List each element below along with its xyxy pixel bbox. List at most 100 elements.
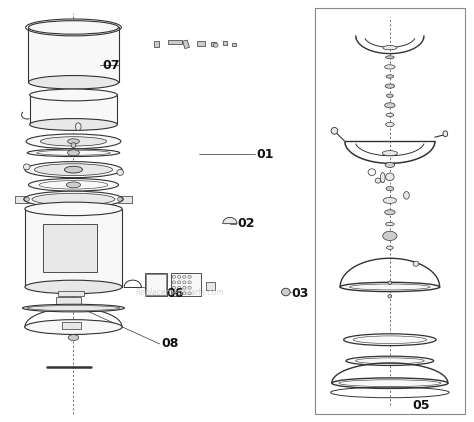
Bar: [56, 297, 81, 305]
Ellipse shape: [386, 113, 393, 116]
Ellipse shape: [340, 282, 439, 292]
Ellipse shape: [188, 292, 191, 295]
Ellipse shape: [380, 173, 385, 183]
Text: 01: 01: [256, 148, 273, 160]
Ellipse shape: [188, 281, 191, 284]
Ellipse shape: [177, 281, 181, 284]
Ellipse shape: [385, 222, 394, 226]
Bar: [118, 196, 132, 203]
Ellipse shape: [173, 286, 175, 289]
Ellipse shape: [40, 137, 107, 146]
Ellipse shape: [25, 162, 122, 178]
Ellipse shape: [382, 151, 397, 156]
Ellipse shape: [23, 164, 30, 170]
Ellipse shape: [385, 173, 394, 181]
Ellipse shape: [182, 286, 186, 289]
Bar: [29, 95, 117, 124]
Ellipse shape: [67, 150, 79, 156]
Ellipse shape: [368, 169, 375, 176]
Ellipse shape: [173, 276, 175, 279]
Ellipse shape: [386, 187, 393, 191]
Ellipse shape: [385, 162, 394, 168]
Bar: [25, 209, 122, 287]
Text: 06: 06: [166, 287, 183, 300]
Ellipse shape: [28, 76, 118, 89]
Ellipse shape: [385, 65, 395, 69]
Ellipse shape: [443, 131, 447, 137]
Polygon shape: [63, 306, 84, 311]
Bar: [146, 274, 166, 295]
Bar: [28, 27, 118, 82]
Ellipse shape: [182, 276, 186, 279]
Ellipse shape: [383, 197, 396, 203]
Text: 02: 02: [237, 217, 255, 230]
Ellipse shape: [29, 89, 117, 101]
Ellipse shape: [27, 149, 119, 157]
Ellipse shape: [28, 21, 118, 34]
Ellipse shape: [75, 123, 81, 130]
Ellipse shape: [344, 334, 436, 346]
Bar: [43, 224, 97, 272]
Bar: [62, 322, 81, 329]
Ellipse shape: [388, 281, 392, 284]
Bar: [232, 43, 236, 46]
Ellipse shape: [28, 179, 118, 191]
Ellipse shape: [29, 119, 117, 130]
Ellipse shape: [282, 288, 290, 296]
Ellipse shape: [375, 178, 381, 183]
Polygon shape: [223, 217, 237, 224]
Ellipse shape: [26, 134, 121, 149]
Ellipse shape: [25, 197, 29, 201]
Ellipse shape: [385, 122, 394, 127]
Ellipse shape: [177, 292, 181, 295]
Ellipse shape: [117, 169, 124, 175]
Bar: [58, 291, 84, 296]
Ellipse shape: [182, 292, 186, 295]
Bar: [197, 41, 205, 46]
Ellipse shape: [71, 143, 76, 148]
Ellipse shape: [182, 281, 186, 284]
Text: 07: 07: [102, 59, 119, 72]
Ellipse shape: [385, 103, 395, 108]
Ellipse shape: [68, 335, 79, 341]
Ellipse shape: [25, 280, 122, 294]
Bar: [145, 273, 167, 296]
Ellipse shape: [23, 304, 124, 312]
Ellipse shape: [71, 205, 76, 209]
Ellipse shape: [385, 84, 394, 88]
Ellipse shape: [118, 197, 122, 201]
Ellipse shape: [387, 246, 393, 249]
Bar: [171, 273, 201, 296]
Ellipse shape: [331, 127, 337, 134]
Ellipse shape: [173, 292, 175, 295]
Ellipse shape: [387, 94, 393, 97]
Ellipse shape: [25, 202, 122, 216]
Ellipse shape: [64, 166, 82, 173]
Ellipse shape: [177, 286, 181, 289]
Bar: [211, 42, 216, 46]
Bar: [206, 282, 215, 290]
Ellipse shape: [413, 261, 419, 266]
Ellipse shape: [188, 276, 191, 279]
Ellipse shape: [66, 182, 81, 188]
Ellipse shape: [25, 320, 122, 334]
Text: 08: 08: [161, 338, 179, 350]
Ellipse shape: [383, 231, 397, 241]
Ellipse shape: [32, 193, 115, 205]
Text: 03: 03: [292, 287, 309, 300]
Ellipse shape: [213, 43, 218, 47]
Ellipse shape: [346, 356, 434, 365]
Bar: [168, 40, 182, 44]
Bar: [182, 40, 190, 49]
Ellipse shape: [173, 281, 175, 284]
Ellipse shape: [386, 75, 393, 78]
Bar: [315, 8, 465, 414]
Ellipse shape: [67, 139, 79, 144]
Ellipse shape: [177, 276, 181, 279]
Ellipse shape: [24, 191, 123, 207]
Ellipse shape: [385, 210, 395, 215]
Ellipse shape: [188, 286, 191, 289]
Bar: [223, 41, 227, 45]
Ellipse shape: [404, 192, 410, 199]
Text: ReplacementParts.com: ReplacementParts.com: [136, 287, 224, 297]
